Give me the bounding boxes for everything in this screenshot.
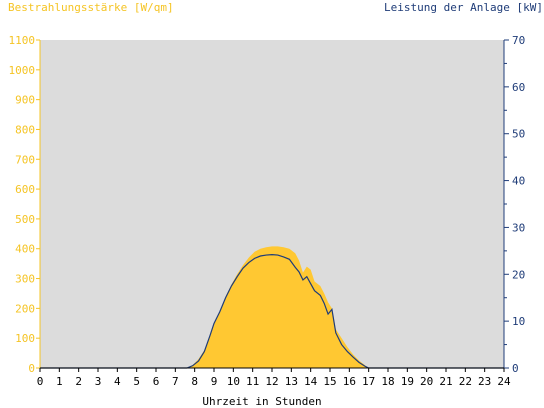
x-tick-label: 22	[459, 375, 472, 388]
x-tick-label: 11	[246, 375, 259, 388]
irradiance-area	[40, 246, 504, 368]
power-line	[40, 254, 504, 369]
x-tick-label: 0	[37, 375, 44, 388]
right-tick-label: 0	[512, 362, 519, 375]
right-tick-label: 20	[512, 268, 525, 281]
x-tick-label: 8	[191, 375, 198, 388]
left-axis-title: Bestrahlungsstärke [W/qm]	[8, 1, 174, 14]
left-tick-label: 100	[15, 332, 35, 345]
x-tick-label: 4	[114, 375, 121, 388]
x-tick-label: 23	[478, 375, 491, 388]
x-tick-label: 19	[401, 375, 414, 388]
x-tick-label: 13	[285, 375, 298, 388]
power-line-layer	[40, 254, 504, 369]
left-tick-label: 500	[15, 213, 35, 226]
left-tick-label: 0	[28, 362, 35, 375]
left-tick-label: 200	[15, 302, 35, 315]
right-tick-label: 60	[512, 81, 525, 94]
left-tick-label: 400	[15, 243, 35, 256]
x-tick-label: 6	[153, 375, 160, 388]
x-tick-label: 3	[95, 375, 102, 388]
left-tick-label: 300	[15, 273, 35, 286]
left-tick-label: 1100	[9, 34, 36, 47]
left-tick-label: 1000	[9, 64, 36, 77]
left-tick-label: 600	[15, 183, 35, 196]
x-tick-label: 1	[56, 375, 63, 388]
x-tick-label: 10	[227, 375, 240, 388]
x-axis-title: Uhrzeit in Stunden	[202, 395, 321, 408]
right-axis-title: Leistung der Anlage [kW]	[384, 1, 543, 14]
x-tick-label: 14	[304, 375, 318, 388]
x-tick-label: 16	[343, 375, 356, 388]
x-tick-label: 15	[323, 375, 336, 388]
x-tick-label: 17	[362, 375, 375, 388]
left-tick-label: 900	[15, 94, 35, 107]
x-tick-label: 2	[75, 375, 82, 388]
right-tick-label: 30	[512, 221, 525, 234]
x-tick-label: 21	[439, 375, 452, 388]
left-tick-label: 800	[15, 123, 35, 136]
x-tick-label: 5	[133, 375, 140, 388]
x-tick-label: 12	[265, 375, 278, 388]
ticks-layer: 0100200300400500600700800900100011000102…	[9, 34, 526, 388]
right-tick-label: 50	[512, 128, 525, 141]
x-tick-label: 24	[497, 375, 511, 388]
right-tick-label: 40	[512, 175, 525, 188]
x-tick-label: 9	[211, 375, 218, 388]
left-tick-label: 700	[15, 153, 35, 166]
irradiance-area-layer	[40, 246, 504, 368]
x-tick-label: 18	[381, 375, 394, 388]
right-tick-label: 70	[512, 34, 525, 47]
x-tick-label: 7	[172, 375, 179, 388]
right-tick-label: 10	[512, 315, 525, 328]
x-tick-label: 20	[420, 375, 433, 388]
